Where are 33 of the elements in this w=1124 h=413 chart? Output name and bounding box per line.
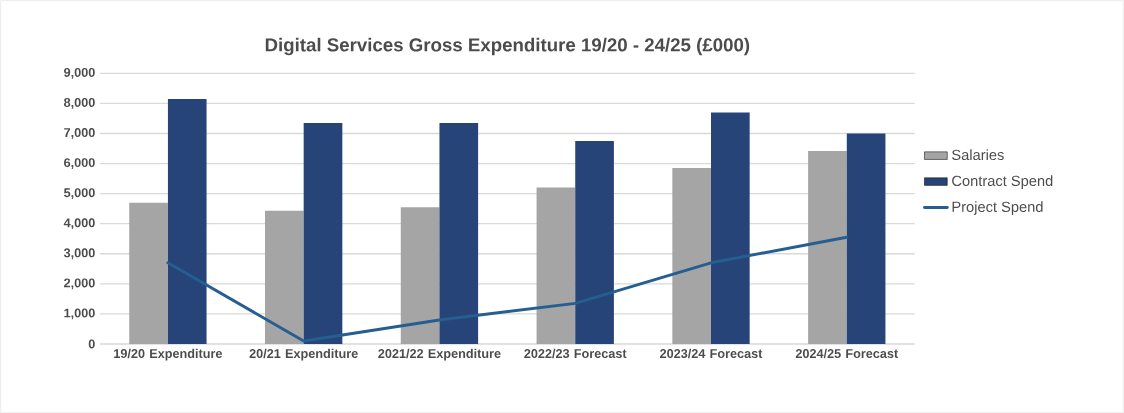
y-tick-label: 9,000 bbox=[64, 67, 95, 79]
bar bbox=[167, 98, 207, 344]
y-tick-label: 0 bbox=[88, 339, 95, 349]
bar bbox=[400, 207, 440, 344]
legend-label: Salaries bbox=[952, 149, 1004, 160]
y-tick-label: 4,000 bbox=[63, 218, 95, 229]
x-tick-label: 20/21 Expenditure bbox=[249, 348, 358, 361]
line-series bbox=[166, 235, 849, 343]
y-tick-label: 2,000 bbox=[64, 278, 95, 290]
x-tick-label: 2024/25 Forecast bbox=[795, 348, 899, 358]
y-tick-label: 5,000 bbox=[63, 188, 95, 199]
y-tick-label: 1,000 bbox=[64, 308, 95, 320]
x-tick-label: 2023/24 Forecast bbox=[660, 348, 763, 358]
chart-title: Digital Services Gross Expenditure 19/20 - 24/25 (£000) bbox=[265, 37, 750, 56]
x-tick-label: 2021/22 Expenditure bbox=[378, 348, 501, 361]
y-tick-label: 6,000 bbox=[64, 157, 95, 169]
x-tick-label: 19/20 Expenditure bbox=[114, 348, 223, 361]
x-tick-label: 2022/23 Forecast bbox=[524, 348, 627, 358]
y-tick-label: 8,000 bbox=[63, 97, 95, 109]
bar bbox=[846, 133, 886, 344]
bar bbox=[672, 167, 711, 344]
bar bbox=[808, 150, 847, 344]
bar bbox=[129, 202, 168, 344]
legend-label: Project Spend bbox=[952, 201, 1043, 215]
bar bbox=[536, 187, 576, 344]
y-tick-label: 3,000 bbox=[63, 248, 95, 260]
y-tick-label: 7,000 bbox=[64, 127, 95, 139]
legend-label: Contract Spend bbox=[952, 175, 1053, 189]
bar bbox=[575, 140, 614, 344]
bar bbox=[711, 112, 750, 344]
bar bbox=[303, 122, 343, 344]
bar bbox=[265, 210, 304, 344]
bar bbox=[439, 122, 479, 344]
